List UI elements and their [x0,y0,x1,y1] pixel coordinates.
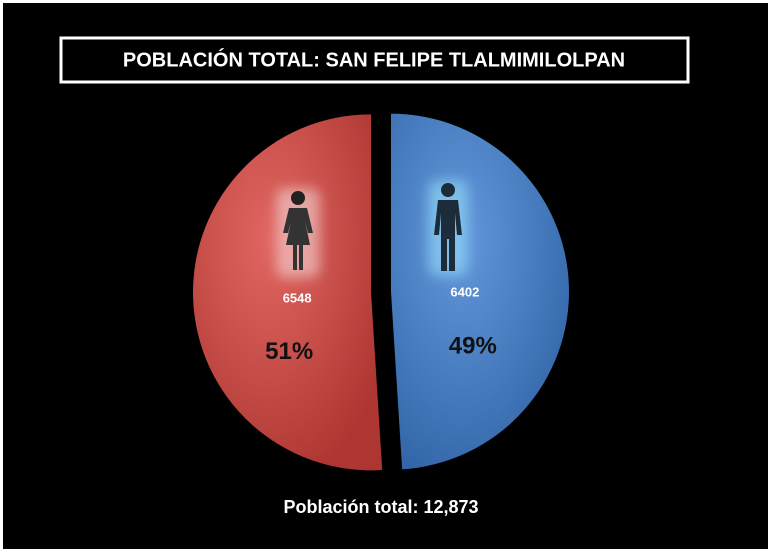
value-label: 49% [449,332,497,359]
title-box [59,36,690,84]
count-label: 6548 [283,290,312,305]
background [3,3,768,549]
value-label: 51% [265,338,313,365]
footer: Población total: 12,873 [283,497,478,517]
pie [193,113,569,471]
count-label: 6402 [450,285,479,300]
female-icon [276,188,320,278]
male-icon [428,180,468,276]
slice-shade [193,114,383,471]
chart-title: POBLACIÓN TOTAL: SAN FELIPE TLALMIMILOLP… [123,47,625,71]
